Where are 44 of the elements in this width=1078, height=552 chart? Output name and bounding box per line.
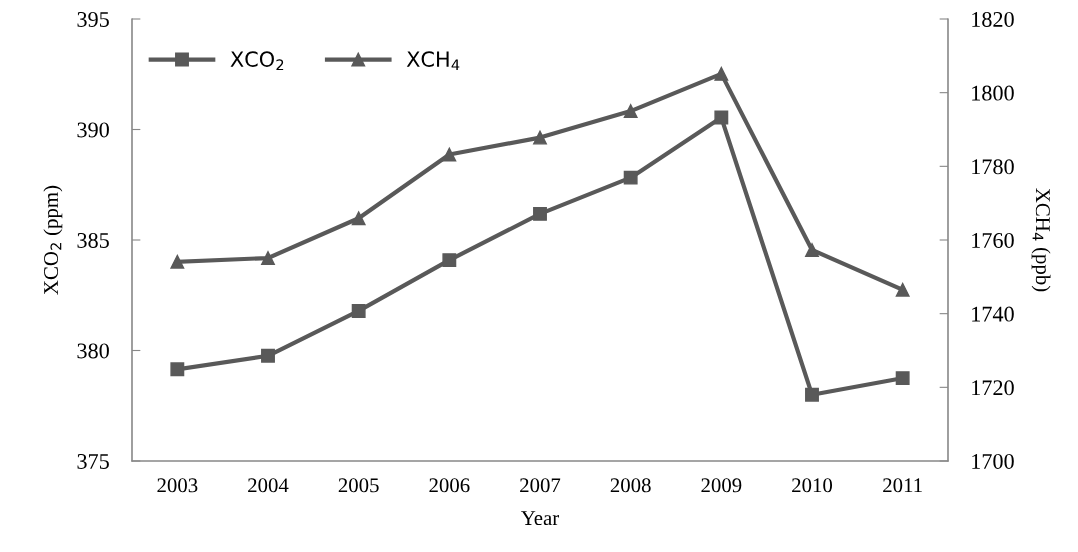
point xyxy=(895,282,910,297)
x-tick-label: 2008 xyxy=(610,478,651,493)
point xyxy=(170,362,185,377)
point xyxy=(533,130,547,145)
x-tick-label: 2006 xyxy=(429,478,470,493)
x-axis-title: Year xyxy=(521,511,560,526)
y2-tick-label: 1760 xyxy=(972,232,1014,248)
point xyxy=(805,387,819,402)
point xyxy=(351,211,366,226)
y2-axis-title: XCH$_{4}$ (ppb) xyxy=(1031,188,1051,292)
point xyxy=(442,253,457,268)
point xyxy=(442,147,457,162)
x-tick-label: 2011 xyxy=(883,478,922,493)
point xyxy=(533,206,547,221)
x-tick-label: 2010 xyxy=(792,478,833,493)
x-tick-label: 2005 xyxy=(338,478,379,493)
y2-tick-label: 1780 xyxy=(972,159,1014,175)
x-tick-label: 2009 xyxy=(701,478,742,493)
point xyxy=(714,110,729,125)
legend-label: XCH$_{4}$ xyxy=(406,51,460,71)
y2-tick-label: 1700 xyxy=(972,453,1014,469)
y-tick-label: 390 xyxy=(77,122,109,138)
y2-tick-label: 1820 xyxy=(972,11,1014,27)
point xyxy=(895,371,910,386)
y2-tick-label: 1800 xyxy=(972,85,1014,101)
point xyxy=(261,348,275,363)
point xyxy=(623,104,638,119)
point xyxy=(623,170,638,185)
y2-tick-label: 1740 xyxy=(972,306,1014,322)
y-tick-label: 380 xyxy=(77,343,109,359)
x-tick-label: 2007 xyxy=(520,478,561,493)
point xyxy=(805,242,819,257)
point xyxy=(261,251,275,265)
y-tick-label: 395 xyxy=(77,11,109,27)
y-axis-title: XCO$_{2}$ (ppm) xyxy=(43,185,63,295)
y2-tick-label: 1720 xyxy=(972,380,1014,396)
x-tick-label: 2003 xyxy=(157,478,198,493)
y-tick-label: 375 xyxy=(77,453,109,469)
legend-label: XCO$_{2}$ xyxy=(230,51,284,71)
x-tick-label: 2004 xyxy=(248,478,289,493)
y-tick-label: 385 xyxy=(77,232,109,248)
point xyxy=(351,303,366,318)
point xyxy=(170,254,185,269)
point xyxy=(714,66,729,81)
